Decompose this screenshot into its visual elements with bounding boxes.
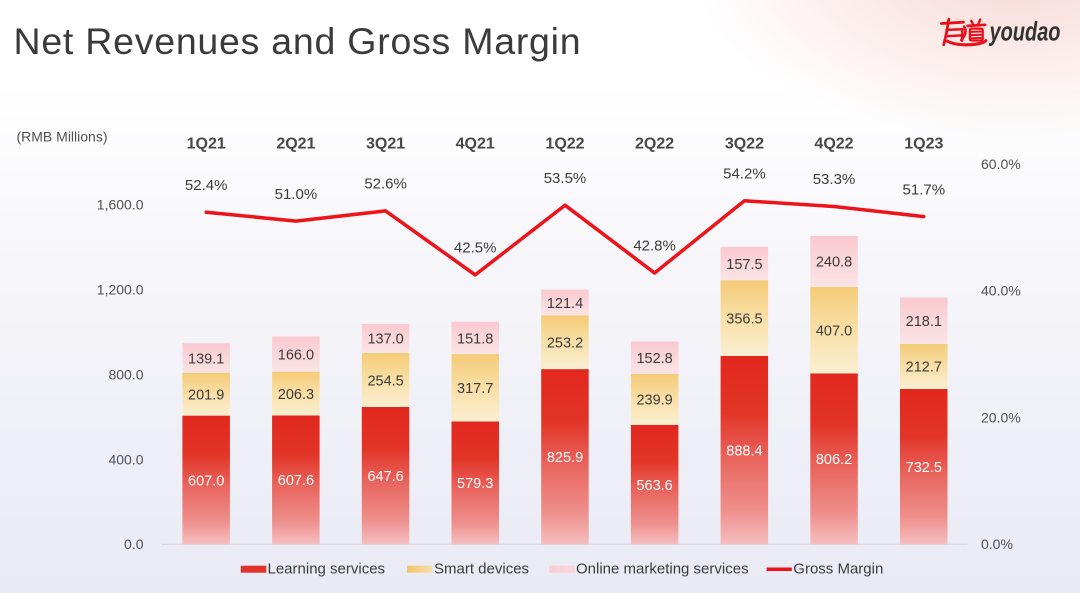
svg-text:Gross Margin: Gross Margin [793,561,883,578]
svg-text:137.0: 137.0 [367,332,403,348]
svg-text:52.6%: 52.6% [364,176,407,193]
svg-text:4Q21: 4Q21 [456,136,495,153]
svg-text:407.0: 407.0 [816,323,852,339]
svg-text:Learning services: Learning services [268,561,386,578]
svg-text:53.3%: 53.3% [813,171,856,188]
svg-text:253.2: 253.2 [547,336,583,352]
svg-text:254.5: 254.5 [367,373,403,389]
svg-text:0.0: 0.0 [124,536,144,552]
svg-text:607.6: 607.6 [278,473,314,489]
svg-text:60.0%: 60.0% [981,156,1021,172]
svg-text:139.1: 139.1 [188,351,224,367]
svg-text:51.0%: 51.0% [275,186,318,203]
svg-text:54.2%: 54.2% [723,166,766,183]
svg-text:563.6: 563.6 [636,478,672,494]
svg-text:40.0%: 40.0% [981,283,1021,299]
svg-text:(RMB Millions): (RMB Millions) [17,128,108,144]
svg-text:53.5%: 53.5% [544,170,587,187]
svg-text:3Q21: 3Q21 [366,136,405,153]
svg-text:579.3: 579.3 [457,476,493,492]
svg-text:607.0: 607.0 [188,473,224,489]
svg-text:201.9: 201.9 [188,388,224,404]
svg-text:240.8: 240.8 [816,255,852,271]
svg-text:152.8: 152.8 [636,351,672,367]
svg-text:800.0: 800.0 [108,366,143,382]
svg-text:Net Revenues and Gross Margin: Net Revenues and Gross Margin [14,20,582,62]
svg-text:20.0%: 20.0% [981,409,1021,425]
svg-text:647.6: 647.6 [367,469,403,485]
svg-text:121.4: 121.4 [547,296,583,312]
svg-text:2Q22: 2Q22 [635,136,674,153]
svg-text:206.3: 206.3 [278,387,314,403]
svg-text:42.5%: 42.5% [454,240,497,257]
svg-text:1Q21: 1Q21 [187,136,226,153]
svg-text:youdao: youdao [988,16,1061,46]
svg-text:Smart devices: Smart devices [434,561,529,578]
svg-text:400.0: 400.0 [108,451,143,467]
svg-text:1,600.0: 1,600.0 [97,197,144,213]
svg-text:52.4%: 52.4% [185,177,228,194]
svg-text:356.5: 356.5 [726,311,762,327]
svg-text:Online marketing services: Online marketing services [576,561,749,578]
svg-text:317.7: 317.7 [457,381,493,397]
svg-text:166.0: 166.0 [278,347,314,363]
svg-text:732.5: 732.5 [906,460,942,476]
svg-text:218.1: 218.1 [906,314,942,330]
svg-text:157.5: 157.5 [726,257,762,273]
svg-text:1Q23: 1Q23 [904,136,943,153]
svg-text:4Q22: 4Q22 [814,136,853,153]
svg-text:806.2: 806.2 [816,452,852,468]
svg-text:888.4: 888.4 [726,443,762,459]
svg-text:151.8: 151.8 [457,331,493,347]
svg-text:51.7%: 51.7% [903,181,946,198]
svg-text:212.7: 212.7 [906,360,942,376]
svg-text:239.9: 239.9 [636,393,672,409]
svg-text:3Q22: 3Q22 [725,136,764,153]
svg-text:1Q22: 1Q22 [545,136,584,153]
svg-text:1,200.0: 1,200.0 [97,282,144,298]
svg-text:825.9: 825.9 [547,450,583,466]
svg-text:2Q21: 2Q21 [276,136,315,153]
svg-text:42.8%: 42.8% [633,238,676,255]
svg-text:0.0%: 0.0% [981,536,1013,552]
